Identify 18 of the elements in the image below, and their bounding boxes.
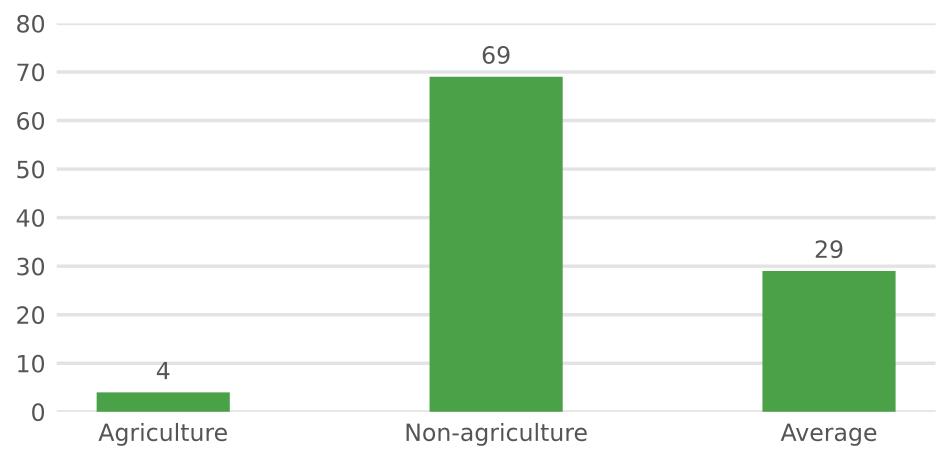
y-tick-label: 0	[32, 403, 44, 422]
x-tick-label: Average	[780, 424, 876, 446]
y-tick-label: 70	[17, 63, 44, 82]
bar	[96, 392, 230, 412]
x-tick-label: Agriculture	[98, 422, 227, 446]
data-label: 69	[482, 46, 510, 64]
y-tick-label: 60	[17, 112, 44, 130]
data-label: 4	[156, 362, 170, 380]
data-label: 29	[816, 240, 842, 258]
y-tick-label: 10	[18, 354, 44, 373]
y-tick-label: 30	[17, 258, 44, 276]
y-tick-label: 40	[16, 209, 44, 227]
x-tick-label: Non-agriculture	[406, 422, 587, 446]
y-tick-label: 50	[17, 160, 44, 178]
y-tick-label: 20	[17, 306, 44, 324]
bar	[430, 76, 563, 412]
bar	[762, 271, 896, 412]
y-tick-label: 80	[17, 14, 44, 33]
